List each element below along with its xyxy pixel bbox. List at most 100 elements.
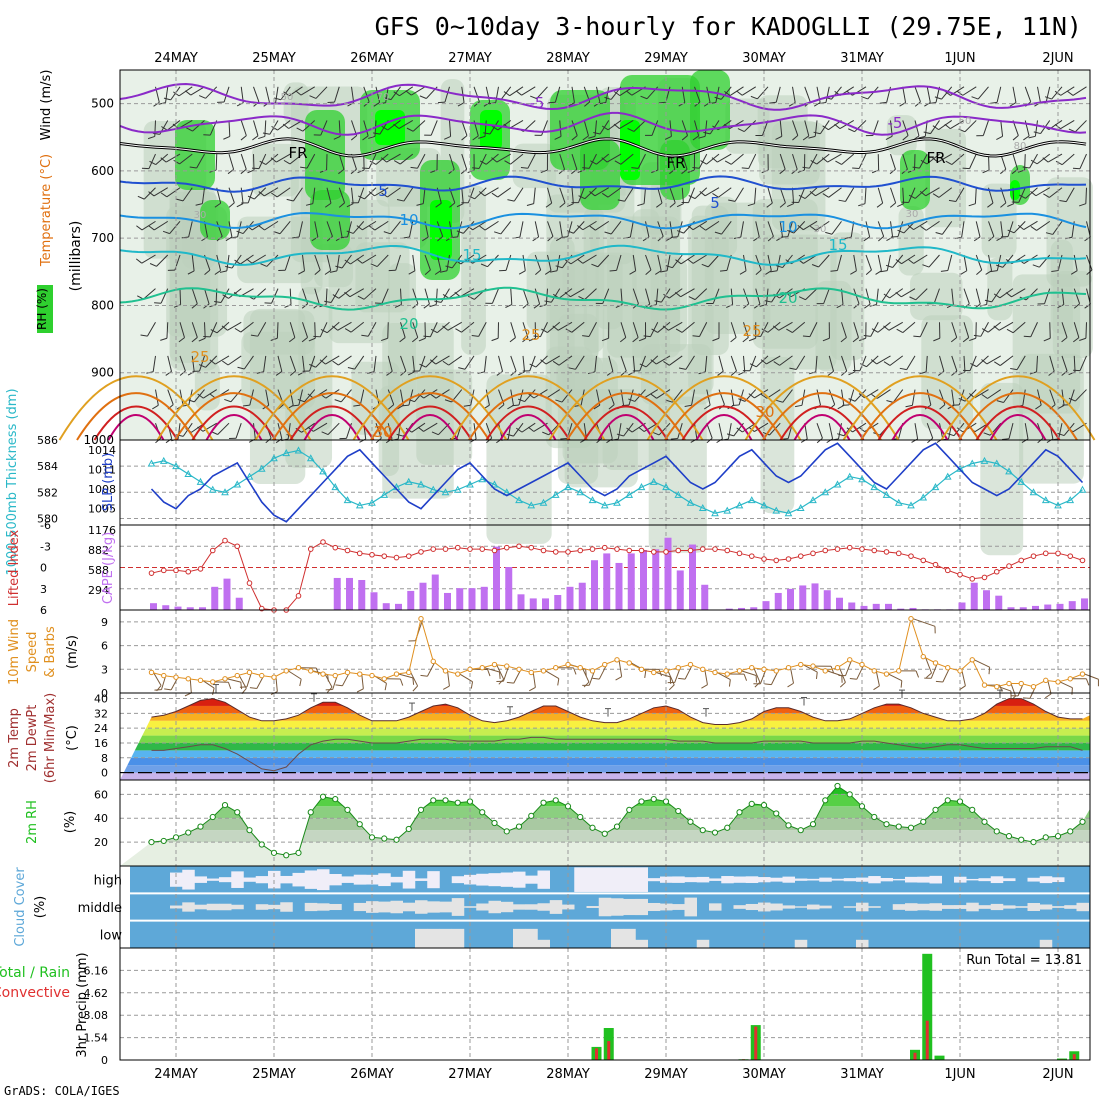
wind-barb: [561, 389, 573, 403]
wind-barb: [645, 254, 652, 271]
wind-barb-flag: [1023, 335, 1031, 338]
contour-label: 30: [373, 423, 392, 441]
wind-barb-flag: [632, 337, 639, 343]
wind-barb: [911, 389, 916, 406]
thickness-point: [858, 475, 866, 483]
wind-barb: [694, 86, 701, 103]
wind-barb: [533, 389, 548, 399]
wind-barb: [718, 389, 725, 405]
wind-barb: [1018, 187, 1026, 203]
wind-barb: [815, 187, 830, 197]
rh2m-line-point: [405, 825, 412, 833]
wind-barb-flag: [617, 199, 625, 202]
wind-barb: [987, 389, 1002, 399]
wind-barb-flag: [670, 438, 678, 440]
wind-barb: [275, 677, 278, 692]
wind-barb-flag: [544, 300, 552, 303]
lifted-index-line-point: [846, 544, 853, 551]
wind-barb-flag: [515, 427, 523, 433]
contour-label: FR: [666, 154, 685, 172]
lifted-index-line-point: [516, 543, 522, 550]
wind-barb-flag: [883, 293, 890, 299]
cloud-clear-cell: [672, 876, 685, 883]
wind-barb: [1029, 153, 1038, 169]
wind-barb-flag: [324, 300, 332, 303]
wind-barb-flag: [305, 203, 313, 206]
wind-barb-flag: [332, 360, 339, 366]
wind-barb-flag: [507, 199, 515, 202]
wind-barb: [435, 355, 450, 365]
cape-bar: [529, 598, 537, 610]
cape-bar: [346, 577, 353, 610]
chart-title: GFS 0~10day 3-hourly for KADOGLLI (29.75…: [375, 12, 1082, 41]
wind-barb-flag: [152, 132, 160, 135]
cape-bar: [1081, 598, 1088, 610]
wind-barb: [166, 120, 181, 131]
cloud-clear-cell: [623, 898, 636, 916]
wind-barb: [853, 322, 859, 338]
cloud-clear-cell: [586, 867, 599, 892]
wind-barb-flag: [897, 229, 905, 234]
temperature-band: [120, 720, 1090, 729]
wind-barb-flag: [640, 95, 648, 100]
temperature-contour: [695, 413, 753, 441]
wind-barb: [375, 86, 381, 103]
wind-barb-flag: [853, 303, 860, 309]
cloud-clear-cell: [635, 939, 648, 948]
wind-barb: [802, 664, 818, 673]
wind-barb-flag: [331, 325, 338, 331]
wind-barb-flag: [945, 160, 953, 165]
wind-barb-flag: [1057, 432, 1065, 437]
cloud-clear-cell: [366, 874, 379, 885]
wind-barb: [182, 187, 193, 202]
wind-barb-flag: [152, 404, 159, 410]
lifted-index-line-point: [761, 556, 767, 562]
wind-barb-flag: [511, 404, 520, 407]
wind-barb: [275, 86, 279, 103]
wind-barb-flag: [927, 437, 934, 444]
cloud-clear-cell: [611, 867, 624, 892]
wind-barb: [374, 187, 389, 197]
wind-barb-flag: [665, 399, 673, 403]
wind-barb-flag: [350, 135, 357, 141]
temperature-contour: [548, 375, 704, 441]
date-label-bottom: 24MAY: [154, 1067, 198, 1082]
wind-speed-line-point: [332, 672, 338, 679]
wind-barb-flag: [399, 678, 404, 686]
thickness-point: [588, 496, 597, 504]
thickness-point: [221, 488, 229, 496]
wind-barb-flag: [983, 432, 991, 436]
wind-barb: [1016, 355, 1026, 370]
wind-speed-line-point: [1079, 671, 1086, 677]
wind-barb: [1013, 221, 1026, 234]
wind-barb: [657, 187, 663, 204]
thickness-point: [1054, 501, 1062, 509]
wind-barb: [263, 355, 267, 372]
wind-barb-flag: [935, 680, 943, 683]
thickness-point: [821, 488, 830, 496]
rh2m-line-point: [1018, 836, 1025, 843]
wind-barb: [902, 120, 909, 136]
wind-barb-flag: [889, 202, 896, 208]
temperature-band: [120, 728, 1090, 736]
wind-barb-flag: [737, 128, 745, 133]
thickness-point: [331, 483, 340, 491]
lifted-index-line-point: [932, 561, 939, 568]
wind-barb: [363, 86, 370, 103]
cape-bar: [627, 553, 635, 610]
lifted-index-line-point: [1055, 550, 1061, 557]
wind-barb-flag: [681, 168, 688, 175]
wind-barb-flag: [250, 334, 258, 337]
wind-barb: [314, 288, 320, 305]
wind-barb: [449, 221, 453, 238]
thickness-point: [613, 498, 621, 506]
wind-barb-flag: [730, 337, 737, 343]
wind-barb: [628, 389, 634, 406]
rh2m-line-point: [307, 809, 314, 816]
wind-barb-flag: [937, 370, 945, 376]
wind-barb-flag: [1084, 236, 1091, 242]
wind-barb-flag: [301, 337, 308, 343]
wind-barb-flag: [912, 166, 920, 169]
rh2m-tick: 60: [94, 788, 108, 801]
wind-barb-flag: [498, 404, 505, 410]
